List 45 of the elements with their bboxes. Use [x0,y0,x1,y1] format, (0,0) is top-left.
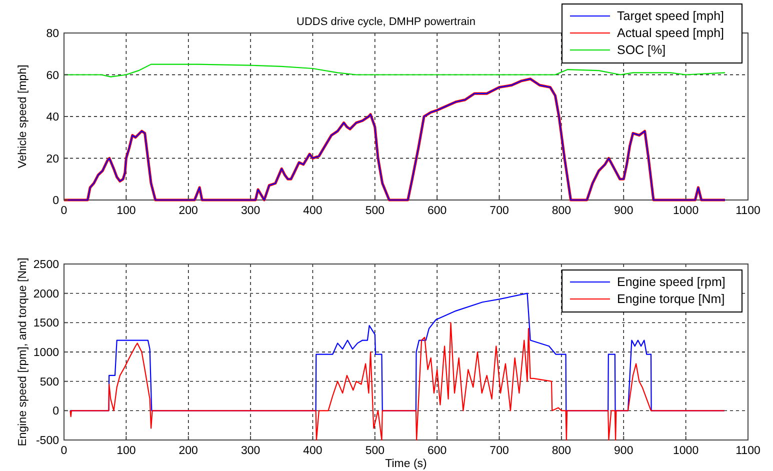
legend-label: Engine speed [rpm] [617,275,726,289]
y-tick-label: 60 [46,70,59,82]
x-tick-label: 0 [60,445,68,457]
x-tick-label: 800 [552,205,572,217]
x-tick-label: 100 [116,205,136,217]
x-tick-label: 300 [240,205,260,217]
x-tick-label: 0 [60,205,68,217]
x-tick-label: 900 [614,445,634,457]
y-tick-label: 2500 [33,259,59,271]
x-tick-label: 600 [427,205,447,217]
legend-label: Engine torque [Nm] [617,292,725,306]
y-tick-label: 2000 [33,288,59,300]
y-tick-label: 80 [46,28,59,40]
x-tick-label: 700 [490,205,509,217]
x-tick-label: 400 [303,445,322,457]
x-axis-title: Time (s) [385,458,428,470]
chart-title: UDDS drive cycle, DMHP powertrain [296,16,476,28]
x-tick-label: 600 [427,445,447,457]
y-axis-title: Engine speed [rpm], and torque [Nm] [17,258,29,446]
x-tick-label: 400 [303,205,322,217]
x-tick-label: 500 [365,205,385,217]
x-tick-label: 100 [116,445,136,457]
y-tick-label: 0 [52,406,59,418]
y-tick-label: 500 [40,376,59,388]
x-tick-label: 500 [365,445,385,457]
legend-label: Target speed [mph] [617,9,724,23]
y-tick-label: 0 [52,195,59,207]
x-tick-label: 1100 [736,445,760,457]
x-tick-label: 900 [614,205,634,217]
y-tick-label: -500 [36,435,59,447]
y-axis-title: Vehicle speed [mph] [17,64,29,168]
x-tick-label: 200 [178,445,198,457]
x-tick-label: 1000 [673,205,699,217]
x-tick-label: 200 [178,205,198,217]
y-tick-label: 40 [46,112,59,124]
legend-label: SOC [%] [617,43,666,57]
x-tick-label: 1100 [736,205,760,217]
x-tick-label: 800 [552,445,572,457]
y-tick-label: 1500 [33,318,59,330]
x-tick-label: 1000 [673,445,699,457]
x-tick-label: 300 [240,445,260,457]
y-tick-label: 20 [46,153,59,166]
x-tick-label: 700 [490,445,509,457]
legend-label: Actual speed [mph] [617,26,724,40]
y-tick-label: 1000 [33,347,59,359]
